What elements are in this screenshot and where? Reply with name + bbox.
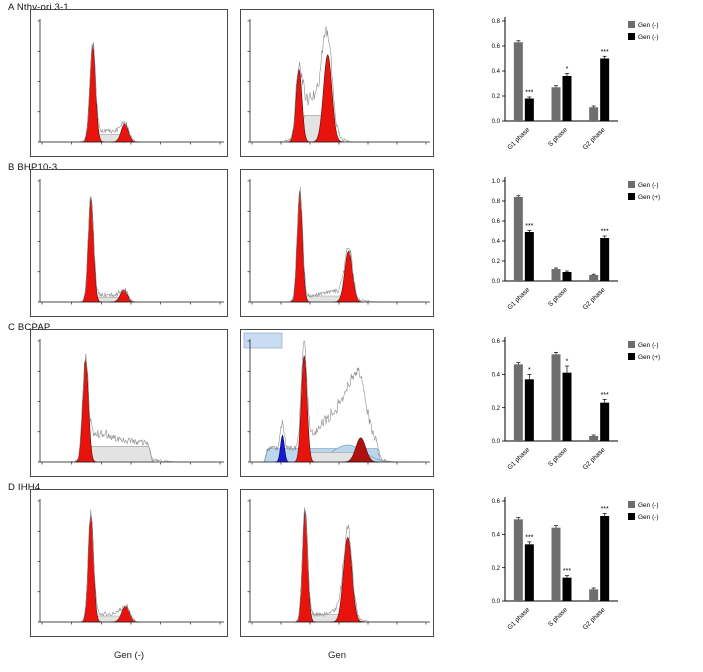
svg-text:0.8: 0.8 (492, 19, 501, 25)
svg-text:Gen (-): Gen (-) (638, 502, 659, 509)
svg-text:Gen (+): Gen (+) (638, 354, 660, 361)
panel-row-a: A Nthy-ori 3-1 0.0 0.2 0.4 0.6 0.8 *** G1 phas… (0, 2, 703, 160)
svg-text:0.2: 0.2 (492, 566, 501, 572)
svg-text:*: * (528, 367, 531, 374)
svg-text:0.6: 0.6 (492, 499, 501, 505)
flow-histogram-d-gen-plus (240, 489, 434, 637)
svg-text:***: *** (525, 223, 533, 230)
svg-text:0.0: 0.0 (492, 439, 501, 445)
svg-text:G1 phase: G1 phase (506, 286, 531, 311)
svg-text:0.0: 0.0 (492, 119, 501, 125)
svg-text:G1 phase: G1 phase (506, 126, 531, 151)
svg-text:S phase: S phase (547, 286, 569, 308)
svg-text:0.2: 0.2 (492, 94, 501, 100)
svg-text:Gen (-): Gen (-) (638, 514, 659, 521)
panel-row-c: C BCPAP 0.0 0.2 0.4 0.6 * G1 phase * S phase ***… (0, 322, 703, 480)
row-label-a: A Nthy-ori 3-1 (8, 2, 69, 13)
svg-text:G2 phase: G2 phase (582, 606, 607, 631)
svg-text:***: *** (601, 49, 609, 56)
svg-text:1.0: 1.0 (492, 179, 501, 185)
flow-histogram-d-gen-minus (30, 489, 228, 637)
svg-text:0.0: 0.0 (492, 279, 501, 285)
svg-text:Gen (-): Gen (-) (638, 182, 659, 189)
svg-text:0.4: 0.4 (492, 533, 501, 539)
bar-chart-d: 0.0 0.2 0.4 0.6 *** G1 phase *** S phase *** G2 p… (492, 497, 659, 631)
svg-text:0.6: 0.6 (492, 44, 501, 50)
svg-text:*: * (566, 359, 569, 366)
svg-text:S phase: S phase (547, 446, 569, 468)
svg-text:S phase: S phase (547, 606, 569, 628)
svg-text:0.0: 0.0 (492, 599, 501, 605)
svg-text:0.4: 0.4 (492, 239, 501, 245)
svg-text:G2 phase: G2 phase (582, 126, 607, 151)
svg-text:0.6: 0.6 (492, 339, 501, 345)
svg-text:0.4: 0.4 (492, 69, 501, 75)
svg-text:0.8: 0.8 (492, 199, 501, 205)
flow-histogram-a-gen-minus (30, 9, 228, 157)
panel-row-b: B BHP10-3 0.0 0.2 0.4 0.6 0.8 1.0 *** G1 phase S… (0, 162, 703, 320)
row-label-b: B BHP10-3 (8, 162, 58, 173)
svg-text:S phase: S phase (547, 126, 569, 148)
bar-chart-b: 0.0 0.2 0.4 0.6 0.8 1.0 *** G1 phase S phase *** G… (492, 177, 660, 311)
flow-histogram-c-gen-minus (30, 329, 228, 477)
flow-histogram-b-gen-plus (240, 169, 434, 317)
bar-chart-c: 0.0 0.2 0.4 0.6 * G1 phase * S phase *** G2 phase… (492, 337, 660, 471)
svg-text:Gen (-): Gen (-) (638, 342, 659, 349)
row-label-d: D IHH4 (8, 482, 41, 493)
svg-text:G2 phase: G2 phase (582, 286, 607, 311)
svg-text:***: *** (601, 229, 609, 236)
svg-text:*: * (566, 66, 569, 73)
bar-chart-a: 0.0 0.2 0.4 0.6 0.8 *** G1 phase * S phase *** G2 … (492, 17, 659, 151)
svg-text:Gen (-): Gen (-) (638, 22, 659, 29)
svg-text:Gen (-): Gen (-) (638, 34, 659, 41)
svg-text:***: *** (525, 90, 533, 97)
x-axis-label-gen-minus: Gen (-) (113, 650, 145, 661)
flow-histogram-c-gen-plus (240, 329, 434, 477)
svg-text:0.4: 0.4 (492, 373, 501, 379)
row-label-c: C BCPAP (8, 322, 51, 333)
svg-text:***: *** (563, 568, 571, 575)
svg-text:G1 phase: G1 phase (506, 446, 531, 471)
svg-text:0.6: 0.6 (492, 219, 501, 225)
x-axis-label-gen: Gen (328, 650, 346, 661)
panel-row-d: D IHH4 0.0 0.2 0.4 0.6 *** G1 phase *** S phase… (0, 482, 703, 640)
svg-text:0.2: 0.2 (492, 259, 501, 265)
svg-text:G1 phase: G1 phase (506, 606, 531, 631)
svg-text:0.2: 0.2 (492, 406, 501, 412)
svg-text:Gen (+): Gen (+) (638, 194, 660, 201)
svg-text:***: *** (525, 534, 533, 541)
svg-text:***: *** (601, 392, 609, 399)
flow-histogram-a-gen-plus (240, 9, 434, 157)
flow-histogram-b-gen-minus (30, 169, 228, 317)
svg-text:G2 phase: G2 phase (582, 446, 607, 471)
svg-text:***: *** (601, 506, 609, 513)
